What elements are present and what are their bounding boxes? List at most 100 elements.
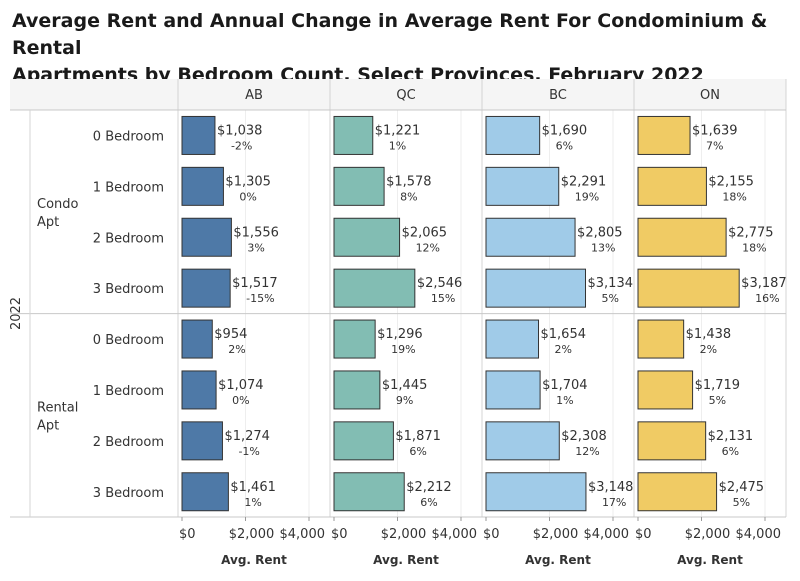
value-label-rental-0-bedroom-bc: $1,654 xyxy=(541,327,587,342)
tick-label-qc-2000: $2,000 xyxy=(381,527,427,542)
value-label-rental-1-bedroom-bc: $1,704 xyxy=(542,378,588,393)
value-label-condo-3-bedroom-qc: $2,546 xyxy=(417,276,463,291)
value-label-condo-3-bedroom-bc: $3,134 xyxy=(588,276,634,291)
row-label-condo-0-bedroom: 0 Bedroom xyxy=(93,129,164,144)
bar-condo-1-bedroom-on xyxy=(637,166,707,206)
value-label-rental-2-bedroom-on: $2,131 xyxy=(708,429,754,444)
value-label-condo-1-bedroom-on: $2,155 xyxy=(708,174,754,189)
tick-label-ab-4000: $4,000 xyxy=(280,527,326,542)
tick-label-bc-4000: $4,000 xyxy=(584,527,630,542)
value-label-rental-3-bedroom-bc: $3,148 xyxy=(588,480,634,495)
column-header-qc: QC xyxy=(396,88,415,103)
row-label-condo-1-bedroom: 1 Bedroom xyxy=(93,180,164,195)
change-label-rental-0-bedroom-bc: 2% xyxy=(555,343,572,356)
value-label-rental-2-bedroom-ab: $1,274 xyxy=(224,429,270,444)
group-label-condo-line-1: Condo xyxy=(37,197,79,212)
value-label-rental-1-bedroom-ab: $1,074 xyxy=(218,378,263,393)
bar-rental-1-bedroom-on xyxy=(637,370,694,410)
value-label-rental-3-bedroom-on: $2,475 xyxy=(719,480,765,495)
value-label-condo-0-bedroom-qc: $1,221 xyxy=(375,123,421,138)
tick-label-bc-2000: $2,000 xyxy=(533,527,579,542)
column-header-ab: AB xyxy=(245,88,263,103)
value-label-condo-2-bedroom-ab: $1,556 xyxy=(233,225,279,240)
bar-condo-3-bedroom-bc xyxy=(485,268,587,308)
change-label-condo-2-bedroom-qc: 12% xyxy=(416,241,440,254)
value-label-condo-2-bedroom-bc: $2,805 xyxy=(577,225,623,240)
row-label-rental-0-bedroom: 0 Bedroom xyxy=(93,333,164,348)
bar-rental-2-bedroom-bc xyxy=(485,421,560,461)
bar-rental-3-bedroom-ab xyxy=(181,472,229,512)
value-label-rental-0-bedroom-qc: $1,296 xyxy=(377,327,423,342)
bar-condo-1-bedroom-ab xyxy=(181,166,224,206)
bar-condo-0-bedroom-qc xyxy=(333,115,374,155)
change-label-condo-3-bedroom-on: 16% xyxy=(755,292,779,305)
bar-condo-2-bedroom-ab xyxy=(181,217,232,257)
change-label-rental-2-bedroom-on: 6% xyxy=(722,445,739,458)
change-label-rental-2-bedroom-ab: -1% xyxy=(238,445,259,458)
bar-condo-3-bedroom-on xyxy=(637,268,740,308)
change-label-condo-0-bedroom-ab: -2% xyxy=(231,139,252,152)
tick-label-ab-0: $0 xyxy=(179,527,196,542)
group-label-condo-line-2: Apt xyxy=(37,215,59,230)
change-label-condo-1-bedroom-ab: 0% xyxy=(239,190,256,203)
bar-condo-3-bedroom-ab xyxy=(181,268,231,308)
axis-title-qc: Avg. Rent xyxy=(373,553,439,567)
value-label-rental-0-bedroom-ab: $954 xyxy=(214,327,247,342)
value-label-rental-3-bedroom-ab: $1,461 xyxy=(230,480,276,495)
value-label-condo-1-bedroom-bc: $2,291 xyxy=(561,174,607,189)
change-label-rental-3-bedroom-ab: 1% xyxy=(244,496,261,509)
change-label-condo-3-bedroom-bc: 5% xyxy=(602,292,619,305)
value-label-rental-1-bedroom-on: $1,719 xyxy=(695,378,741,393)
change-label-rental-1-bedroom-ab: 0% xyxy=(232,394,249,407)
change-label-rental-3-bedroom-on: 5% xyxy=(733,496,750,509)
tick-label-on-2000: $2,000 xyxy=(685,527,731,542)
value-label-rental-3-bedroom-qc: $2,212 xyxy=(406,480,452,495)
bar-condo-2-bedroom-qc xyxy=(333,217,401,257)
change-label-rental-1-bedroom-qc: 9% xyxy=(396,394,413,407)
tick-label-qc-4000: $4,000 xyxy=(432,527,478,542)
change-label-condo-1-bedroom-on: 18% xyxy=(722,190,746,203)
chart-title-line-1: Average Rent and Annual Change in Averag… xyxy=(12,10,768,59)
bar-rental-3-bedroom-qc xyxy=(333,472,405,512)
change-label-condo-0-bedroom-bc: 6% xyxy=(556,139,573,152)
change-label-rental-2-bedroom-qc: 6% xyxy=(409,445,426,458)
value-label-rental-1-bedroom-qc: $1,445 xyxy=(382,378,428,393)
bar-rental-1-bedroom-qc xyxy=(333,370,381,410)
row-label-rental-3-bedroom: 3 Bedroom xyxy=(93,486,164,501)
bar-rental-1-bedroom-ab xyxy=(181,370,217,410)
change-label-rental-3-bedroom-bc: 17% xyxy=(602,496,626,509)
change-label-rental-1-bedroom-on: 5% xyxy=(709,394,726,407)
value-label-condo-2-bedroom-on: $2,775 xyxy=(728,225,774,240)
bar-condo-1-bedroom-qc xyxy=(333,166,385,206)
bar-condo-3-bedroom-qc xyxy=(333,268,416,308)
bar-condo-0-bedroom-on xyxy=(637,115,691,155)
change-label-rental-0-bedroom-on: 2% xyxy=(700,343,717,356)
bar-rental-2-bedroom-on xyxy=(637,421,707,461)
value-label-rental-2-bedroom-qc: $1,871 xyxy=(395,429,441,444)
bar-condo-2-bedroom-bc xyxy=(485,217,576,257)
value-label-condo-2-bedroom-qc: $2,065 xyxy=(402,225,448,240)
change-label-condo-0-bedroom-on: 7% xyxy=(706,139,723,152)
bar-condo-0-bedroom-bc xyxy=(485,115,541,155)
value-label-condo-3-bedroom-ab: $1,517 xyxy=(232,276,277,291)
tick-label-on-4000: $4,000 xyxy=(736,527,782,542)
value-label-condo-0-bedroom-on: $1,639 xyxy=(692,123,738,138)
change-label-condo-1-bedroom-bc: 19% xyxy=(575,190,599,203)
tick-label-bc-0: $0 xyxy=(483,527,500,542)
value-label-condo-1-bedroom-ab: $1,305 xyxy=(225,174,271,189)
bar-rental-3-bedroom-on xyxy=(637,472,718,512)
axis-title-on: Avg. Rent xyxy=(677,553,743,567)
row-label-rental-1-bedroom: 1 Bedroom xyxy=(93,384,164,399)
group-label-rental-line-2: Apt xyxy=(37,418,59,433)
column-header-bc: BC xyxy=(549,88,567,103)
row-label-condo-3-bedroom: 3 Bedroom xyxy=(93,282,164,297)
value-label-condo-3-bedroom-on: $3,187 xyxy=(741,276,787,291)
change-label-condo-1-bedroom-qc: 8% xyxy=(400,190,417,203)
group-label-rental-line-1: Rental xyxy=(37,400,78,415)
value-label-condo-0-bedroom-bc: $1,690 xyxy=(542,123,588,138)
tick-label-ab-2000: $2,000 xyxy=(229,527,275,542)
row-label-condo-2-bedroom: 2 Bedroom xyxy=(93,231,164,246)
bar-rental-0-bedroom-qc xyxy=(333,319,376,359)
column-header-on: ON xyxy=(700,88,720,103)
